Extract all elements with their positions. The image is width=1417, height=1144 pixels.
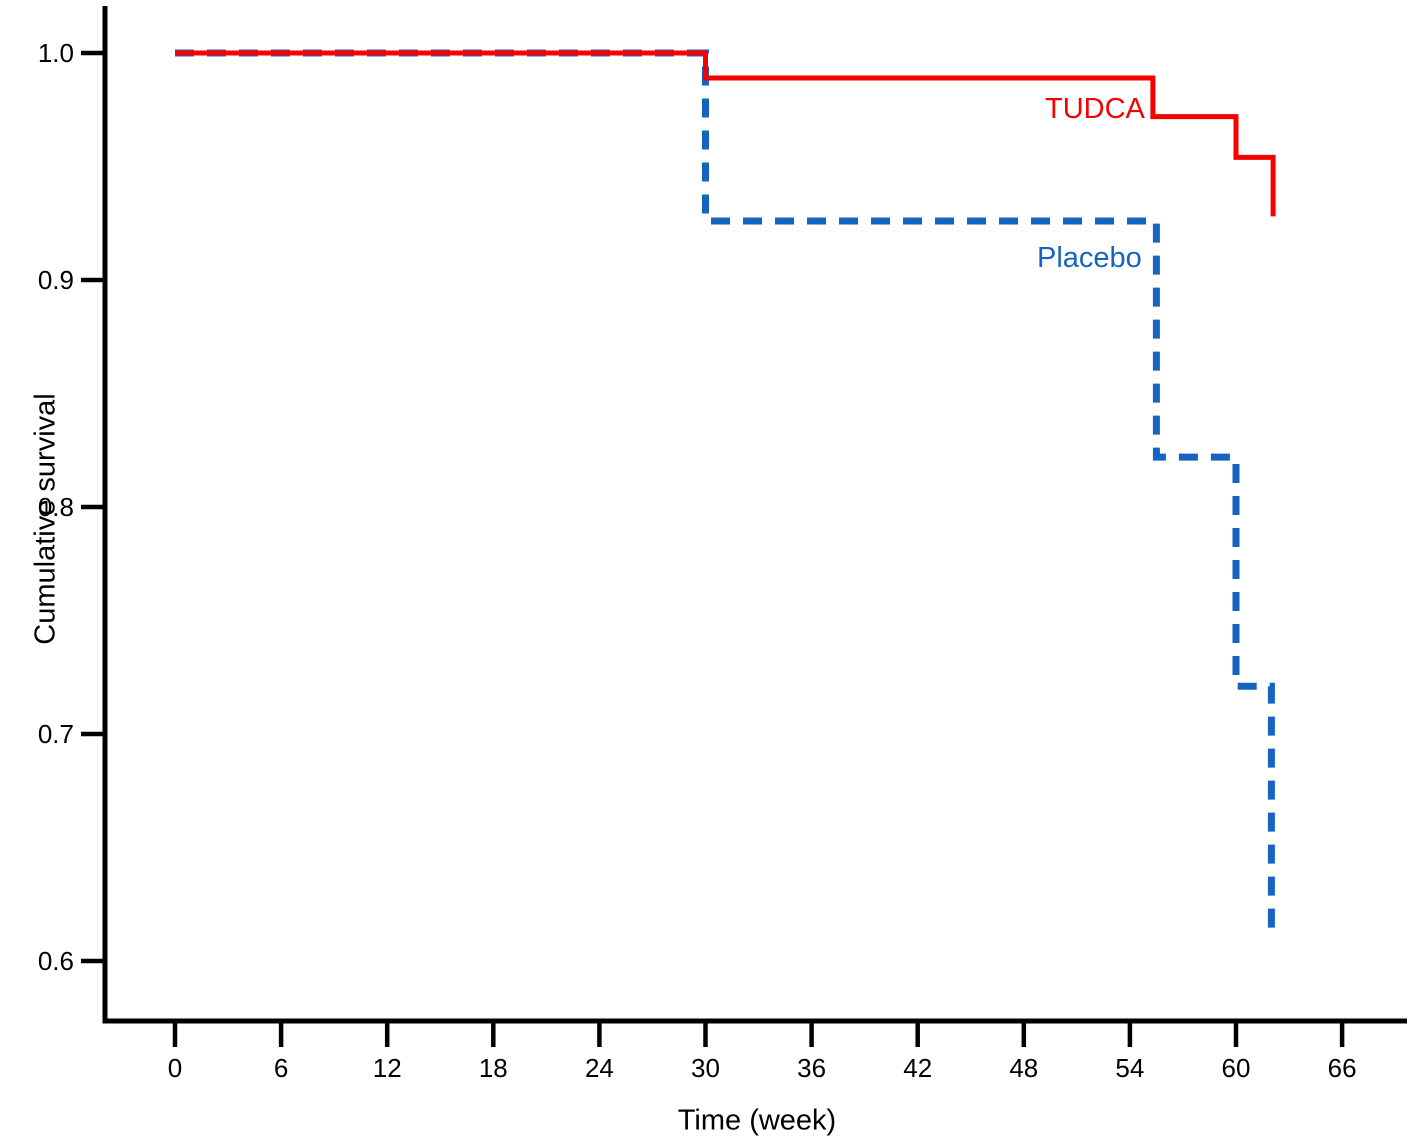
x-tick-label: 66 xyxy=(1328,1053,1357,1083)
x-tick-label: 48 xyxy=(1009,1053,1038,1083)
x-tick-label: 12 xyxy=(373,1053,402,1083)
y-tick-label: 0.9 xyxy=(38,265,74,295)
x-tick-label: 6 xyxy=(274,1053,288,1083)
x-tick-label: 30 xyxy=(691,1053,720,1083)
x-tick-label: 36 xyxy=(797,1053,826,1083)
y-tick-label: 0.8 xyxy=(38,492,74,522)
series-label-placebo: Placebo xyxy=(1037,242,1142,274)
x-tick-label: 18 xyxy=(479,1053,508,1083)
x-tick-label: 0 xyxy=(168,1053,182,1083)
x-axis-title: Time (week) xyxy=(677,1104,837,1137)
x-tick-label: 60 xyxy=(1222,1053,1251,1083)
x-tick-label: 54 xyxy=(1115,1053,1144,1083)
series-curve-placebo xyxy=(175,49,1275,932)
y-tick-label: 1.0 xyxy=(38,38,74,68)
series-label-tudca: TUDCA xyxy=(1045,93,1145,125)
y-tick-label: 0.7 xyxy=(38,719,74,749)
x-tick-label: 42 xyxy=(903,1053,932,1083)
series-curve-tudca xyxy=(175,50,1276,217)
y-axis-title: Cumulative survival xyxy=(29,393,62,645)
x-tick-label: 24 xyxy=(585,1053,614,1083)
y-tick-label: 0.6 xyxy=(38,946,74,976)
